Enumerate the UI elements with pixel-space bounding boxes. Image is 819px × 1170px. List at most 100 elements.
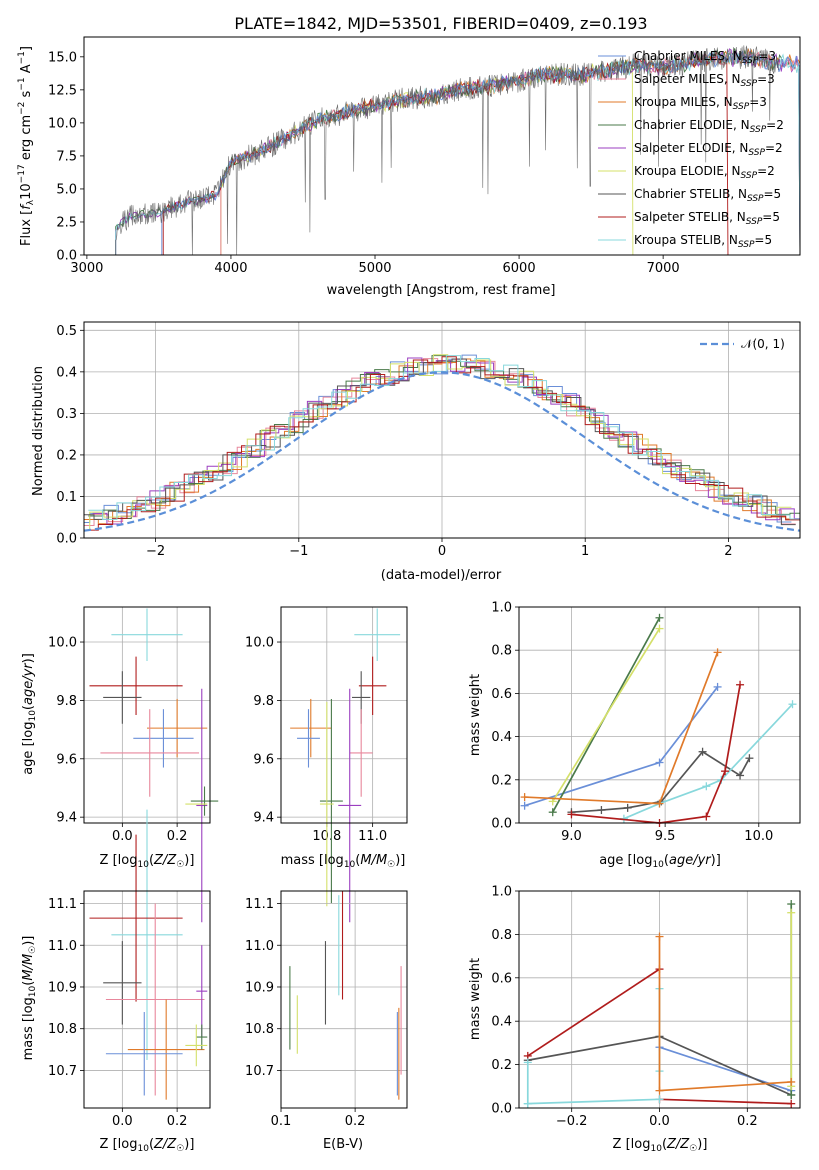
legend-entry: Salpeter ELODIE, NSSP=2 <box>634 141 783 158</box>
y-tick-label: 10.7 <box>48 1064 77 1079</box>
y-tick-label: 11.1 <box>245 897 274 912</box>
y-tick-label: 0.2 <box>491 773 512 788</box>
spectrum-xlabel: wavelength [Angstrom, rest frame] <box>327 283 556 298</box>
observed-spectrum-line <box>115 45 779 256</box>
histogram-series-step <box>84 358 800 525</box>
y-tick-label: 0.0 <box>56 249 77 264</box>
y-tick-label: 10.8 <box>245 1022 274 1037</box>
y-tick-label: 10.9 <box>48 980 77 995</box>
axes-frame <box>518 890 801 1109</box>
x-tick-label: 2 <box>724 544 732 559</box>
y-tick-label: 9.4 <box>56 811 77 826</box>
series-line <box>527 968 660 1057</box>
x-tick-label: 9.0 <box>561 829 582 844</box>
series-line <box>623 703 794 820</box>
y-tick-label: 0.2 <box>56 448 77 463</box>
y-tick-label: 0.0 <box>56 532 77 547</box>
y-tick-label: 7.5 <box>56 149 77 164</box>
legend-entry: Chabrier ELODIE, NSSP=2 <box>634 118 784 135</box>
series-line <box>658 936 792 1092</box>
age-vs-metallicity-panel: 0.0 0.2 9.4 9.6 9.8 10.0 <box>48 606 219 923</box>
legend-entry: 𝒩(0, 1) <box>741 337 785 351</box>
y-tick-label: 0.2 <box>491 1058 512 1073</box>
wAge-xlabel: age [log10(age/yr)] <box>599 853 721 870</box>
y-tick-label: 9.8 <box>56 694 77 709</box>
y-tick-label: 0.3 <box>56 407 77 422</box>
y-tick-label: 0.1 <box>56 490 77 505</box>
y-tick-label: 0.0 <box>491 1102 512 1117</box>
y-tick-label: 11.1 <box>48 897 77 912</box>
series-line <box>551 628 661 802</box>
y-tick-label: 0.6 <box>491 971 512 986</box>
y-tick-label: 0.8 <box>491 644 512 659</box>
y-tick-label: 1.0 <box>491 885 512 900</box>
histogram-series-step <box>84 356 800 531</box>
series-line <box>527 1098 660 1105</box>
legend-entry: Kroupa MILES, NSSP=3 <box>634 95 767 112</box>
y-tick-label: 0.4 <box>491 1015 512 1030</box>
spectrum-panel: 3000 4000 5000 6000 7000 0.0 2.5 5.0 7.5 10.0 12.5… <box>48 36 801 276</box>
histogram-series-step <box>84 354 792 523</box>
spectrum-ylabel: Flux [fλ10−17 erg cm−2 s−1 A−1] <box>17 46 36 246</box>
age-vs-mass-panel: 10.8 11.09.49.69.810.0 <box>245 606 408 923</box>
massweight-vs-metallicity-panel: −0.2 0.0 0.2 0.0 0.2 0.4 0.6 0.8 1.0 <box>491 885 801 1129</box>
y-tick-label: 2.5 <box>56 215 77 230</box>
axes-frame <box>83 36 801 256</box>
y-tick-label: 10.0 <box>48 116 77 131</box>
x-tick-label: 0.1 <box>271 1114 292 1129</box>
massweight-vs-age-panel: 9.0 9.5 10.0 0.0 0.2 0.4 0.6 0.8 1.0 <box>491 601 801 844</box>
ageM-xlabel: mass [log10(M/M☉)] <box>281 853 406 870</box>
x-tick-label: 5000 <box>358 261 391 276</box>
x-tick-label: 0.2 <box>737 1114 758 1129</box>
legend-entry: Kroupa STELIB, NSSP=5 <box>634 233 772 250</box>
legend-entry: Chabrier STELIB, NSSP=5 <box>634 187 781 204</box>
axes-frame <box>280 606 408 824</box>
y-tick-label: 1.0 <box>491 601 512 616</box>
y-tick-label: 11.0 <box>245 939 274 954</box>
axes-frame <box>518 606 801 824</box>
y-tick-label: 10.0 <box>48 636 77 651</box>
series-line <box>524 652 719 805</box>
histogram-xlabel: (data-model)/error <box>381 568 502 583</box>
y-tick-label: 0.4 <box>491 730 512 745</box>
mZ-ylabel: mass [log10(M/M☉)] <box>21 936 38 1061</box>
y-tick-label: 12.5 <box>48 83 77 98</box>
histogram-series-step <box>88 355 800 520</box>
y-tick-label: 0.5 <box>56 324 77 339</box>
series-line <box>659 1098 792 1105</box>
y-tick-label: 9.8 <box>253 694 274 709</box>
x-tick-label: −2 <box>146 544 165 559</box>
x-tick-label: 4000 <box>214 261 247 276</box>
mass-vs-ebv-panel: 0.1 0.2 10.7 10.8 10.9 11.0 11.1 <box>245 890 408 1129</box>
mE-xlabel: E(B-V) <box>323 1137 363 1152</box>
y-tick-label: 0.4 <box>56 365 77 380</box>
y-tick-label: 5.0 <box>56 182 77 197</box>
wZ-xlabel: Z [log10(Z/Z☉)] <box>613 1137 708 1154</box>
x-tick-label: 0.2 <box>167 829 188 844</box>
y-tick-label: 0.8 <box>491 928 512 943</box>
axes-frame <box>83 890 211 1109</box>
x-tick-label: 11.0 <box>358 829 387 844</box>
x-tick-label: 0.0 <box>649 1114 670 1129</box>
y-tick-label: 10.7 <box>245 1064 274 1079</box>
ageZ-xlabel: Z [log10(Z/Z☉)] <box>100 853 195 870</box>
y-tick-label: 0.0 <box>491 817 512 832</box>
histogram-series-step <box>84 354 792 531</box>
wZ-ylabel: mass weight <box>468 958 483 1040</box>
series-line <box>659 1046 792 1092</box>
x-tick-label: 0.2 <box>167 1114 188 1129</box>
legend-entry: Chabrier MILES, NSSP=3 <box>634 49 776 66</box>
histogram-series-step <box>84 358 796 526</box>
y-tick-label: 11.0 <box>48 939 77 954</box>
x-tick-label: 3000 <box>70 261 103 276</box>
residual-histogram-panel: −2 −1 0 1 2 0.0 0.1 0.2 0.3 0.4 0.5 𝒩(0, 1) <box>56 321 801 559</box>
x-tick-label: 7000 <box>647 261 680 276</box>
x-tick-label: 1 <box>581 544 589 559</box>
histogram-ylabel: Normed distribution <box>31 366 46 496</box>
wAge-ylabel: mass weight <box>468 674 483 756</box>
y-tick-label: 9.6 <box>56 752 77 767</box>
histogram-series-step <box>92 357 800 525</box>
legend-entry: Salpeter STELIB, NSSP=5 <box>634 210 780 227</box>
y-tick-label: 0.6 <box>491 687 512 702</box>
